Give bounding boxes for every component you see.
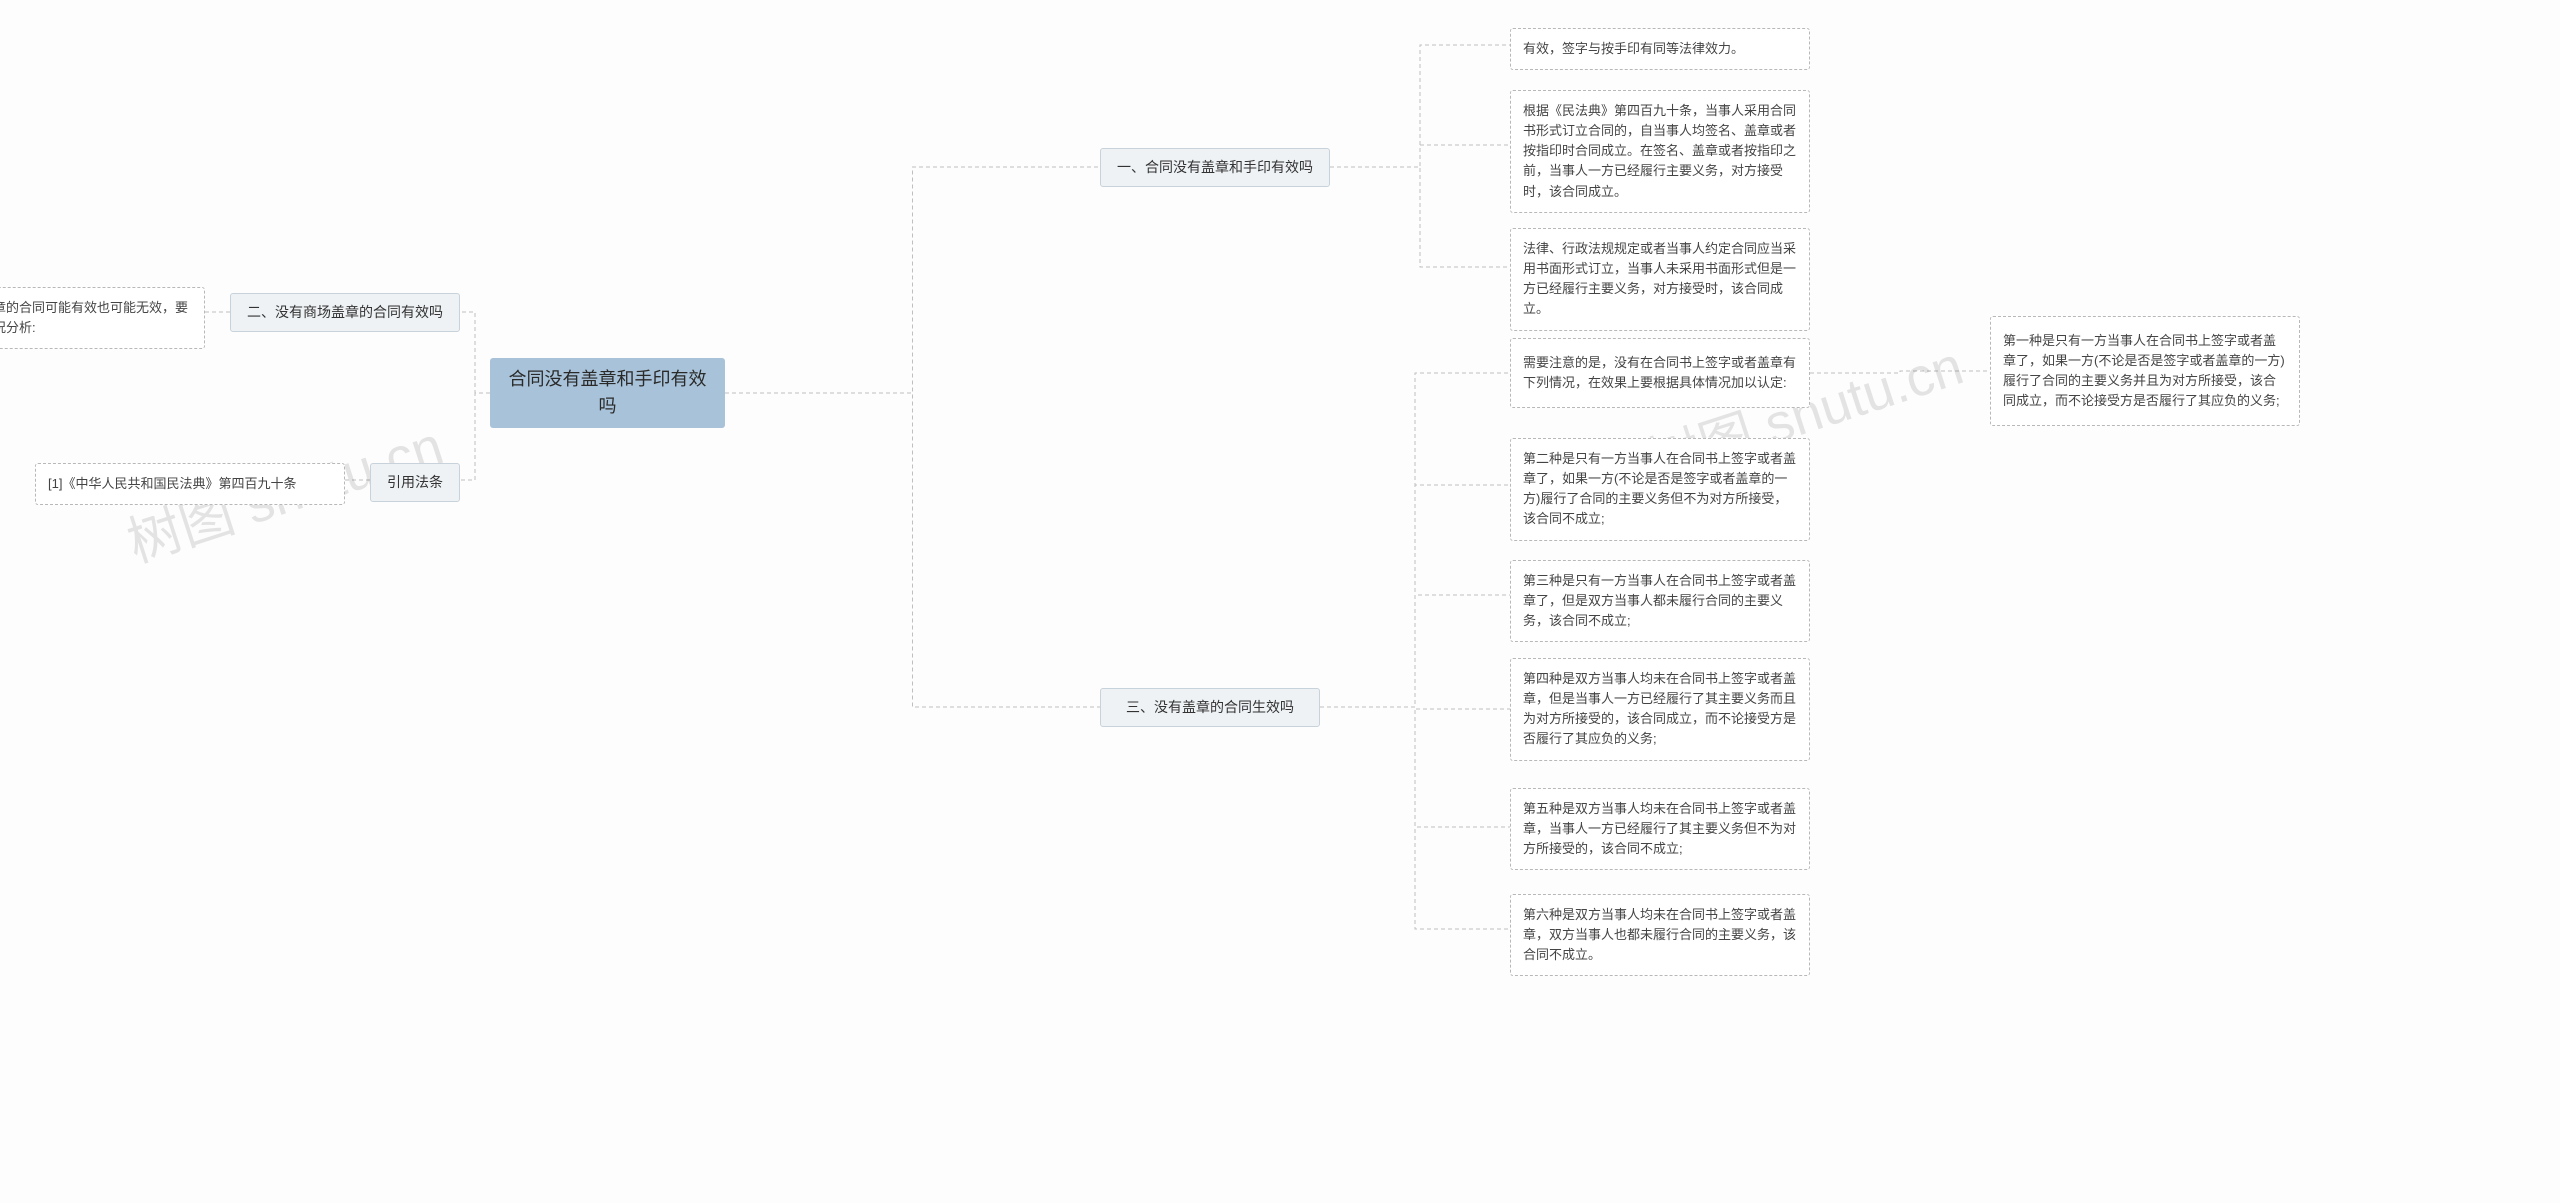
leaf-b3-0-label: 需要注意的是，没有在合同书上签字或者盖章有下列情况，在效果上要根据具体情况加以认… — [1523, 353, 1797, 393]
leaf-b3-5: 第六种是双方当事人均未在合同书上签字或者盖章，双方当事人也都未履行合同的主要义务… — [1510, 894, 1810, 976]
leaf-b3-3-label: 第四种是双方当事人均未在合同书上签字或者盖章，但是当事人一方已经履行了其主要义务… — [1523, 669, 1797, 750]
root-node: 合同没有盖章和手印有效吗 — [490, 358, 725, 428]
leaf-b1-0-label: 有效，签字与按手印有同等法律效力。 — [1523, 39, 1797, 59]
leaf-b3c1-0-label: 第一种是只有一方当事人在合同书上签字或者盖章了，如果一方(不论是否是签字或者盖章… — [2003, 331, 2287, 412]
leaf-b2-0: 没有商场盖章的合同可能有效也可能无效，要根据具体情况分析: — [0, 287, 205, 349]
leaf-b3-4-label: 第五种是双方当事人均未在合同书上签字或者盖章，当事人一方已经履行了其主要义务但不… — [1523, 799, 1797, 859]
branch-left-0-label: 二、没有商场盖章的合同有效吗 — [247, 302, 443, 323]
leaf-b1-0: 有效，签字与按手印有同等法律效力。 — [1510, 28, 1810, 70]
branch-left-0: 二、没有商场盖章的合同有效吗 — [230, 293, 460, 332]
branch-left-1: 引用法条 — [370, 463, 460, 502]
leaf-b3-3: 第四种是双方当事人均未在合同书上签字或者盖章，但是当事人一方已经履行了其主要义务… — [1510, 658, 1810, 761]
leaf-b3-2-label: 第三种是只有一方当事人在合同书上签字或者盖章了，但是双方当事人都未履行合同的主要… — [1523, 571, 1797, 631]
leaf-b3-5-label: 第六种是双方当事人均未在合同书上签字或者盖章，双方当事人也都未履行合同的主要义务… — [1523, 905, 1797, 965]
leaf-b3-1: 第二种是只有一方当事人在合同书上签字或者盖章了，如果一方(不论是否是签字或者盖章… — [1510, 438, 1810, 541]
leaf-b1-1: 根据《民法典》第四百九十条，当事人采用合同书形式订立合同的，自当事人均签名、盖章… — [1510, 90, 1810, 213]
leaf-b3-2: 第三种是只有一方当事人在合同书上签字或者盖章了，但是双方当事人都未履行合同的主要… — [1510, 560, 1810, 642]
leaf-b1-2: 法律、行政法规规定或者当事人约定合同应当采用书面形式订立，当事人未采用书面形式但… — [1510, 228, 1810, 331]
leaf-b3-1-label: 第二种是只有一方当事人在合同书上签字或者盖章了，如果一方(不论是否是签字或者盖章… — [1523, 449, 1797, 530]
leaf-b1-2-label: 法律、行政法规规定或者当事人约定合同应当采用书面形式订立，当事人未采用书面形式但… — [1523, 239, 1797, 320]
branch-right-0-label: 一、合同没有盖章和手印有效吗 — [1117, 157, 1313, 178]
root-node-label: 合同没有盖章和手印有效吗 — [502, 366, 713, 420]
leaf-b3-0: 需要注意的是，没有在合同书上签字或者盖章有下列情况，在效果上要根据具体情况加以认… — [1510, 338, 1810, 408]
leaf-b1-1-label: 根据《民法典》第四百九十条，当事人采用合同书形式订立合同的，自当事人均签名、盖章… — [1523, 101, 1797, 202]
leaf-b2-0-label: 没有商场盖章的合同可能有效也可能无效，要根据具体情况分析: — [0, 298, 192, 338]
branch-left-1-label: 引用法条 — [387, 472, 443, 493]
leaf-b4-0: [1]《中华人民共和国民法典》第四百九十条 — [35, 463, 345, 505]
branch-right-1: 三、没有盖章的合同生效吗 — [1100, 688, 1320, 727]
leaf-b3-4: 第五种是双方当事人均未在合同书上签字或者盖章，当事人一方已经履行了其主要义务但不… — [1510, 788, 1810, 870]
leaf-b4-0-label: [1]《中华人民共和国民法典》第四百九十条 — [48, 474, 332, 494]
leaf-b3c1-0: 第一种是只有一方当事人在合同书上签字或者盖章了，如果一方(不论是否是签字或者盖章… — [1990, 316, 2300, 426]
branch-right-0: 一、合同没有盖章和手印有效吗 — [1100, 148, 1330, 187]
branch-right-1-label: 三、没有盖章的合同生效吗 — [1126, 697, 1294, 718]
